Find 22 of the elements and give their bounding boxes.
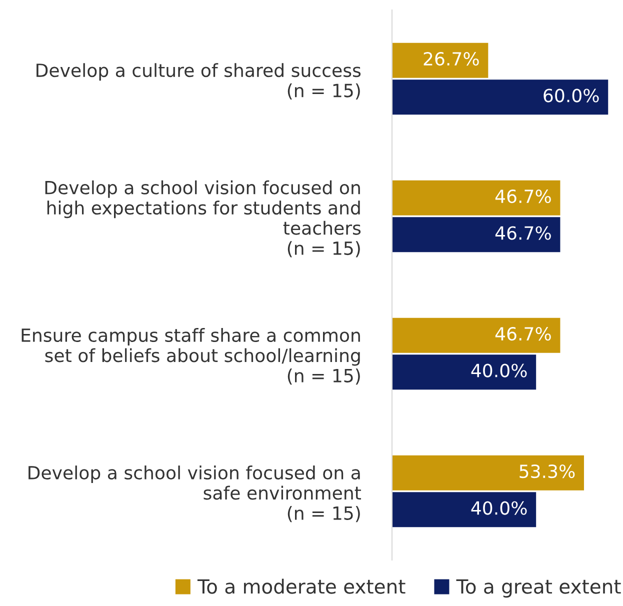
bar <box>392 80 608 115</box>
data-label: 40.0% <box>471 364 527 378</box>
y-tick-label: Develop a school vision focused on high expectations for students and teachers (n = 15) <box>45 180 361 258</box>
data-label: 46.7% <box>495 189 551 204</box>
bar <box>392 180 560 216</box>
data-label: 60.0% <box>544 88 599 102</box>
data-label: 46.7% <box>495 226 551 240</box>
data-label: 26.7% <box>424 52 479 66</box>
bar <box>392 318 560 353</box>
data-label: 46.7% <box>495 326 551 341</box>
y-tick-label: Ensure campus staff share a common set of beliefs about school/learning (n = 15) <box>22 328 360 385</box>
bar <box>392 42 488 78</box>
legend-label: To a moderate extent <box>197 578 406 594</box>
data-label: 40.0% <box>471 501 527 515</box>
legend-label: To a great extent <box>456 579 621 598</box>
bar <box>392 492 536 528</box>
y-tick-label: Develop a culture of shared success (n = 15) <box>36 63 361 100</box>
data-label: 53.3% <box>520 464 575 478</box>
bar <box>392 455 584 490</box>
y-tick-label: Develop a school vision focused on a safe environment (n = 15) <box>28 466 362 522</box>
bar <box>392 354 536 390</box>
bar <box>392 217 560 252</box>
